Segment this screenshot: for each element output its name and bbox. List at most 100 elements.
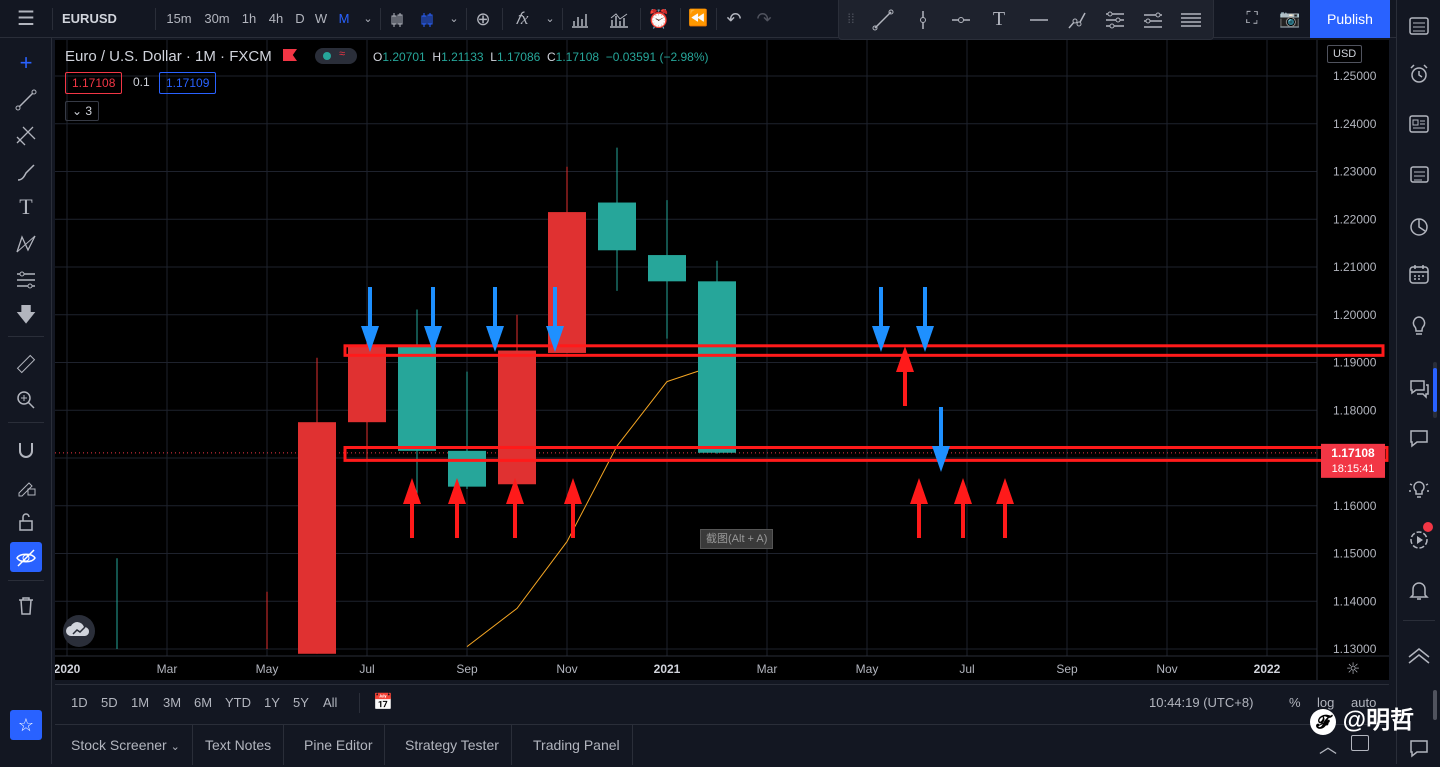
pattern-tool-icon[interactable]: [10, 228, 42, 258]
range-1m[interactable]: 1M: [131, 695, 150, 710]
arrow-down-icon[interactable]: 🡇: [15, 304, 37, 326]
magnet-icon[interactable]: [10, 434, 42, 464]
timeframe-m[interactable]: M: [338, 11, 350, 26]
price-tick-label: 1.25000: [1333, 69, 1377, 83]
favorites-star-icon[interactable]: ☆: [10, 710, 42, 740]
alarm-clock-icon[interactable]: [1404, 58, 1434, 88]
log-toggle[interactable]: log: [1317, 695, 1335, 710]
trash-icon[interactable]: [10, 590, 42, 620]
drag-handle-icon[interactable]: ⁞⁞: [847, 11, 855, 26]
price-tick-label: 1.14000: [1333, 594, 1377, 608]
timeframe-30m[interactable]: 30m: [204, 11, 230, 26]
snapshot-camera-icon[interactable]: 📷: [1279, 9, 1301, 28]
bar-style-icon[interactable]: [386, 0, 408, 38]
clock-timezone[interactable]: 10:44:19 (UTC+8): [1149, 695, 1254, 710]
lock-drawing-icon[interactable]: [10, 470, 42, 500]
vertical-line-icon[interactable]: [909, 0, 937, 38]
text-tool-icon[interactable]: T: [19, 194, 33, 219]
trend-line-tool-icon[interactable]: [10, 84, 42, 114]
buy-price-box[interactable]: 1.17109: [159, 72, 217, 94]
tab-trading-panel[interactable]: Trading Panel: [521, 725, 633, 765]
text-tool-icon[interactable]: T: [992, 8, 1006, 30]
ideas-lightbulb-icon[interactable]: [1404, 310, 1434, 340]
parallel-channel-icon[interactable]: [1139, 0, 1167, 38]
timeframe-4h[interactable]: 4h: [268, 11, 284, 26]
tab-pine-editor[interactable]: Pine Editor: [292, 725, 386, 765]
menu-icon[interactable]: ☰: [17, 8, 35, 30]
alert-clock-icon[interactable]: ⏰: [647, 9, 671, 29]
tradingview-logo-icon[interactable]: [63, 615, 95, 647]
timeframe-d[interactable]: D: [295, 11, 305, 26]
range-6m[interactable]: 6M: [194, 695, 213, 710]
range-1y[interactable]: 1Y: [264, 695, 280, 710]
timeframe-w[interactable]: W: [314, 11, 328, 26]
chevron-up-icon[interactable]: ︿: [1319, 737, 1337, 757]
candles-icon[interactable]: [416, 0, 438, 38]
streams-icon[interactable]: [1404, 474, 1434, 504]
calendar-icon[interactable]: [1404, 258, 1434, 288]
hide-drawings-icon[interactable]: [10, 542, 42, 572]
horizontal-ray-icon[interactable]: [947, 0, 975, 38]
scrollbar-thumb[interactable]: [1433, 368, 1437, 412]
replay-icon[interactable]: ⏪: [688, 10, 708, 27]
path-tool-icon[interactable]: [1063, 0, 1091, 38]
indicators-toggle[interactable]: ⌄ 3: [65, 101, 100, 121]
range-ytd[interactable]: YTD: [225, 695, 251, 710]
help-icon[interactable]: [1404, 732, 1434, 762]
chart-pane[interactable]: 1.25000 1.24000 1.23000 1.22000 1.21000 1.200…: [55, 40, 1389, 680]
tab-strategy-tester[interactable]: Strategy Tester: [393, 725, 512, 765]
range-1d[interactable]: 1D: [71, 695, 88, 710]
percent-toggle[interactable]: %: [1289, 695, 1301, 710]
horizontal-line-icon[interactable]: [1025, 0, 1053, 38]
sell-price-box[interactable]: 1.17108: [65, 72, 123, 94]
symbol-search[interactable]: EURUSD: [62, 11, 117, 26]
range-3m[interactable]: 3M: [163, 695, 182, 710]
chats-icon[interactable]: [1404, 372, 1434, 402]
redo-icon[interactable]: ↷: [756, 9, 772, 29]
live-play-icon[interactable]: [1404, 524, 1434, 554]
maximize-panel-icon[interactable]: [1351, 735, 1369, 751]
hotlists-icon[interactable]: [1404, 210, 1434, 240]
unlock-icon[interactable]: [10, 506, 42, 536]
go-to-date-icon[interactable]: 📅: [373, 694, 393, 711]
tab-stock-screener[interactable]: Stock Screener ⌄: [59, 725, 193, 765]
more-lines-icon[interactable]: [1177, 0, 1205, 38]
brush-tool-icon[interactable]: [10, 156, 42, 186]
range-5d[interactable]: 5D: [101, 695, 118, 710]
news-icon[interactable]: [1404, 108, 1434, 138]
scrollbar-thumb[interactable]: [1433, 690, 1437, 720]
indicators-fx-icon[interactable]: 𝑓x: [515, 9, 529, 28]
timeframe-1h[interactable]: 1h: [241, 11, 257, 26]
chevron-down-icon[interactable]: ⌄: [545, 13, 555, 25]
chevron-collapse-icon[interactable]: [1404, 638, 1434, 668]
publish-button[interactable]: Publish: [1310, 0, 1390, 38]
range-5y[interactable]: 5Y: [293, 695, 309, 710]
prediction-tool-icon[interactable]: [10, 264, 42, 294]
trend-line-icon[interactable]: [869, 0, 897, 38]
chevron-down-icon[interactable]: ⌄: [363, 13, 373, 25]
currency-label[interactable]: USD: [1327, 45, 1363, 63]
zoom-in-icon[interactable]: [10, 384, 42, 414]
fullscreen-icon[interactable]: ⛶: [1246, 10, 1258, 27]
financials-icon[interactable]: [568, 0, 592, 38]
undo-icon[interactable]: ↶: [726, 9, 742, 29]
fib-levels-icon[interactable]: [1101, 0, 1129, 38]
scrollbar-track[interactable]: [1433, 362, 1437, 418]
compare-plus-icon[interactable]: ⊕: [475, 9, 491, 29]
crosshair-icon[interactable]: +: [19, 50, 33, 75]
gann-fib-tool-icon[interactable]: [10, 120, 42, 150]
notifications-bell-icon[interactable]: [1404, 574, 1434, 604]
ruler-icon[interactable]: [10, 348, 42, 378]
chevron-down-icon[interactable]: ⌄: [449, 13, 459, 25]
timeframe-15m[interactable]: 15m: [166, 11, 192, 26]
legend-symbol-title[interactable]: Euro / U.S. Dollar · 1M · FXCM: [65, 48, 272, 65]
tab-text-notes[interactable]: Text Notes: [193, 725, 285, 765]
chat-bubble-icon[interactable]: [1404, 422, 1434, 452]
data-window-icon[interactable]: [1404, 158, 1434, 188]
range-all[interactable]: All: [323, 695, 338, 710]
ideas-chart-icon[interactable]: [606, 0, 632, 38]
zone-rectangle: [343, 445, 1389, 462]
auto-toggle[interactable]: auto: [1351, 695, 1377, 710]
flag-icon[interactable]: [283, 49, 297, 61]
watchlist-icon[interactable]: [1404, 10, 1434, 40]
